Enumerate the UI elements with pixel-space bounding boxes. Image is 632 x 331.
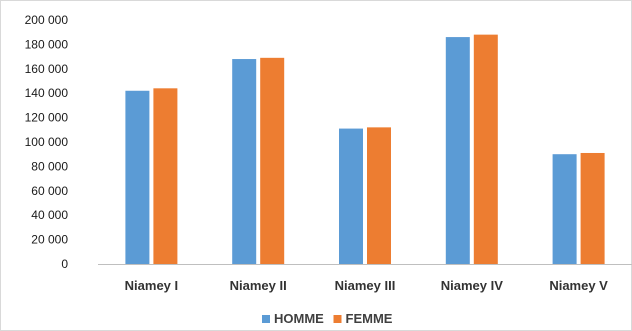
y-tick-label: 200 000 — [25, 13, 69, 27]
legend: HOMME FEMME — [262, 311, 393, 326]
bar-homme-3 — [339, 128, 363, 264]
y-tick-label: 120 000 — [25, 111, 69, 125]
bar-femme-4 — [473, 34, 498, 264]
bar-femme-1 — [153, 88, 178, 264]
bar-femme-3 — [367, 127, 391, 264]
x-tick-label: Niamey I — [125, 278, 178, 293]
bar-homme-1 — [125, 90, 150, 264]
y-tick-label: 0 — [61, 257, 68, 271]
bar-homme-5 — [552, 154, 577, 264]
x-tick-label: Niamey III — [335, 278, 396, 293]
bar-femme-2 — [260, 57, 285, 264]
y-tick-label: 160 000 — [25, 62, 69, 76]
y-tick-label: 60 000 — [31, 184, 68, 198]
x-tick-label: Niamey V — [549, 278, 608, 293]
y-tick-label: 20 000 — [31, 233, 68, 247]
legend-swatch-femme — [333, 315, 342, 323]
bar-homme-4 — [445, 37, 470, 264]
legend-label-homme: HOMME — [274, 311, 324, 326]
bars — [125, 34, 605, 264]
y-tick-label: 100 000 — [25, 135, 69, 149]
y-tick-label: 140 000 — [25, 86, 69, 100]
x-tick-label: Niamey II — [230, 278, 287, 293]
y-tick-label: 40 000 — [31, 208, 68, 222]
legend-label-femme: FEMME — [346, 311, 393, 326]
y-tick-label: 80 000 — [31, 159, 68, 173]
legend-swatch-homme — [262, 315, 270, 323]
y-axis-ticks: 0 20 000 40 000 60 000 80 000 100 000 120 000 1… — [25, 13, 69, 271]
bar-homme-2 — [232, 59, 257, 264]
x-axis-labels: Niamey I Niamey II Niamey III Niamey IV Niam… — [125, 278, 609, 293]
y-tick-label: 180 000 — [25, 37, 69, 51]
bar-femme-5 — [580, 152, 605, 264]
x-tick-label: Niamey IV — [441, 278, 503, 293]
